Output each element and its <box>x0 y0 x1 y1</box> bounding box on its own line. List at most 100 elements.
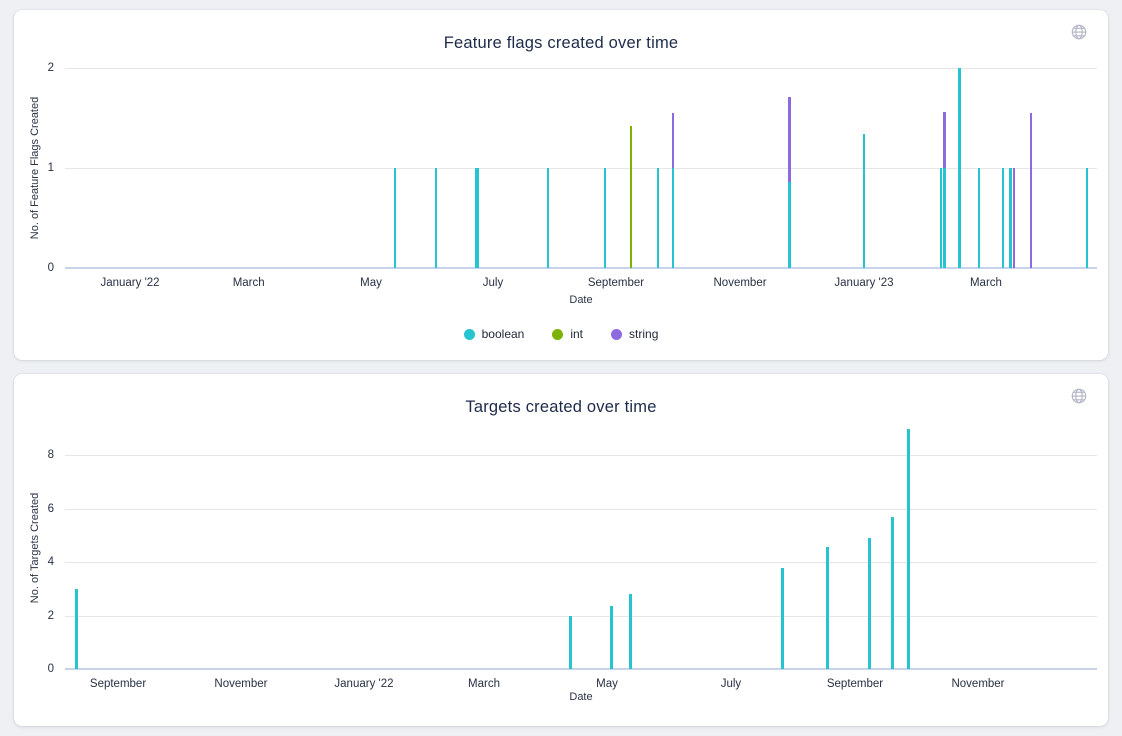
x-tick-label: November <box>951 678 1005 690</box>
bar-segment-boolean <box>393 168 397 268</box>
plot-area: 0 1 2 January '22 March May July September Novem… <box>48 62 1097 289</box>
bar <box>629 126 633 268</box>
bar-segment-boolean <box>977 168 981 268</box>
bar-segment-string <box>671 113 675 168</box>
bar-segment-boolean <box>603 168 607 268</box>
y-tick-label: 2 <box>47 609 54 622</box>
bar <box>628 594 632 669</box>
y-tick-label: 2 <box>47 62 54 74</box>
legend-item-boolean[interactable]: boolean <box>463 327 525 341</box>
bar <box>1029 113 1033 268</box>
bar <box>939 168 943 268</box>
legend-dot <box>611 328 623 340</box>
bar-segment-string <box>787 97 791 182</box>
x-tick-label: January '22 <box>100 277 160 289</box>
x-axis-line <box>65 668 1097 670</box>
bar-segment-targets <box>906 428 910 669</box>
bar-segment-boolean <box>546 168 550 268</box>
x-tick-label: September <box>587 277 645 289</box>
bar <box>977 168 981 268</box>
gridline <box>65 615 1097 617</box>
bar <box>906 428 910 669</box>
x-tick-label: January '22 <box>334 678 394 690</box>
bar-segment-boolean <box>656 168 660 268</box>
bar <box>1001 168 1005 268</box>
x-tick-label: July <box>482 277 504 289</box>
legend-label: string <box>629 327 659 341</box>
y-tick-label: 1 <box>47 162 54 174</box>
bar-segment-targets <box>825 547 829 669</box>
bar-segment-boolean <box>434 168 438 268</box>
x-tick-label: May <box>596 678 618 690</box>
bar <box>75 588 79 669</box>
legend-label: boolean <box>481 327 525 341</box>
legend-dot <box>463 328 475 340</box>
targets-chart-card: Targets created over time No. of Targets… <box>14 374 1108 726</box>
bar <box>434 168 438 268</box>
x-tick-label: March <box>468 678 500 690</box>
x-tick-label: November <box>214 678 268 690</box>
bar-segment-boolean <box>671 168 675 268</box>
y-tick-label: 4 <box>47 556 54 569</box>
bar-segment-targets <box>609 606 613 669</box>
x-axis-title: Date <box>569 294 593 306</box>
chart-title: Targets created over time <box>465 398 657 416</box>
x-tick-label: May <box>360 277 382 289</box>
legend-item-int[interactable]: int <box>552 327 583 341</box>
gridline <box>65 508 1097 510</box>
y-tick-label: 8 <box>47 449 54 462</box>
bar <box>609 606 613 669</box>
globe-icon <box>1070 23 1088 41</box>
bar-segment-boolean <box>1001 168 1005 268</box>
bar-segment-targets <box>628 594 632 669</box>
legend-label: int <box>570 327 584 341</box>
x-tick-label: March <box>969 277 1002 289</box>
bar <box>862 134 866 268</box>
bar-segment-targets <box>569 615 573 669</box>
bar-segment-string <box>1029 113 1033 268</box>
legend-item-string[interactable]: string <box>611 327 658 341</box>
bar-segment-boolean <box>958 68 962 268</box>
bar-segment-targets <box>781 567 785 669</box>
bar <box>1085 168 1089 268</box>
bar-segment-boolean <box>1009 168 1012 268</box>
bar-segment-string <box>1012 168 1016 268</box>
x-axis-line <box>65 267 1097 269</box>
y-tick-label: 0 <box>47 663 54 675</box>
legend: boolean int string <box>14 327 1108 341</box>
x-axis-title: Date <box>569 691 593 703</box>
gridline <box>65 562 1097 564</box>
bar <box>890 516 894 669</box>
bar <box>867 538 871 669</box>
bar <box>474 168 480 268</box>
bar <box>603 168 607 268</box>
feature-flags-chart-card: Feature flags created over time No. of F… <box>14 10 1108 360</box>
bar <box>958 68 962 268</box>
bar-segment-string <box>943 112 946 168</box>
bar <box>943 112 946 268</box>
bar-segment-targets <box>867 538 871 669</box>
bar-segment-boolean <box>787 182 791 268</box>
bar <box>393 168 397 268</box>
x-tick-label: November <box>713 277 767 289</box>
gridline <box>65 455 1097 457</box>
bar <box>1012 168 1016 268</box>
bar <box>781 567 785 669</box>
gridline <box>65 168 1097 169</box>
globe-icon <box>1070 387 1088 405</box>
plot-area: 0 2 4 6 8 September November January '22 March Ma… <box>48 427 1097 690</box>
bar-segment-boolean <box>943 168 946 268</box>
x-tick-label: July <box>720 678 742 690</box>
bar <box>825 547 829 669</box>
bar-segment-targets <box>75 588 79 669</box>
legend-dot <box>552 328 564 340</box>
bar-segment-targets <box>890 516 894 669</box>
bar <box>787 97 791 268</box>
bar <box>1009 168 1012 268</box>
bar <box>656 168 660 268</box>
y-tick-label: 6 <box>47 502 54 515</box>
bar-segment-boolean <box>1085 168 1089 268</box>
bar-segment-boolean <box>939 168 943 268</box>
y-tick-label: 0 <box>47 262 54 274</box>
bar-segment-int <box>629 126 633 268</box>
